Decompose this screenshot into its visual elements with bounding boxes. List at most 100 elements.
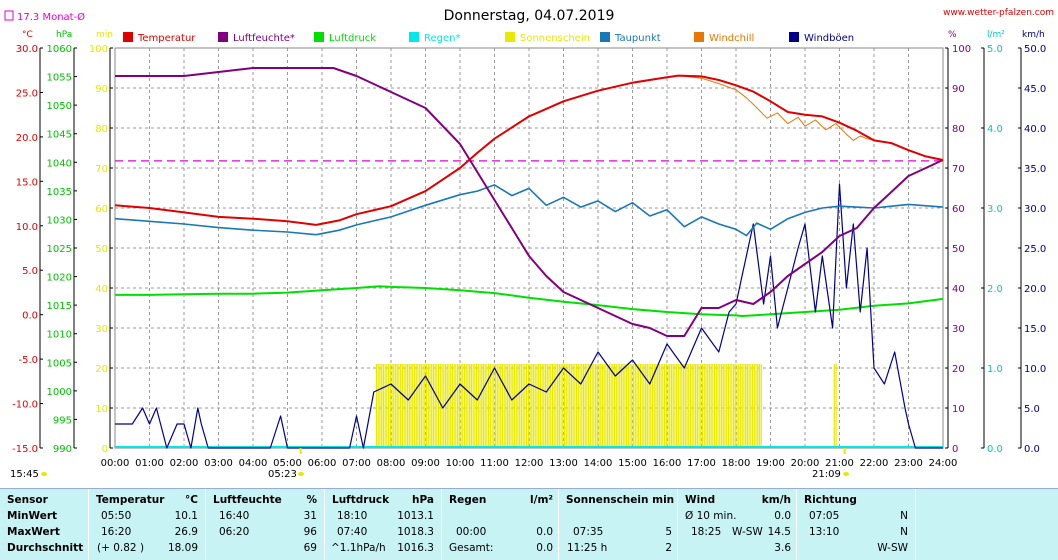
header-wind: Wind — [685, 494, 716, 506]
axis-tick-wind: 25.0 — [1024, 244, 1046, 255]
x-tick-label: 14:00 — [584, 458, 613, 469]
rain-max-time: 00:00 — [456, 526, 487, 538]
row-label-min: MinWert — [7, 510, 58, 522]
pressure-min-value: 1013.1 — [397, 510, 434, 522]
axis-tick-pressure: 1035 — [47, 187, 72, 198]
x-tick-label: 17:00 — [687, 458, 716, 469]
header-direction: Richtung — [804, 494, 857, 506]
x-tick-label: 15:00 — [618, 458, 647, 469]
axis-tick-pressure: 1045 — [47, 130, 72, 141]
legend: Temperatur Luftfeuchte* Luftdruck Regen* Son… — [123, 32, 854, 44]
axis-tick-temp: 30.0 — [16, 44, 38, 55]
time-start-label: 15:45 — [10, 469, 39, 480]
axis-tick-wind: 50.0 — [1024, 44, 1046, 55]
axis-tick-wind: 10.0 — [1024, 364, 1046, 375]
x-tick-label: 04:00 — [239, 458, 268, 469]
temp-avg-value: 18.09 — [167, 542, 198, 554]
x-tick-label: 03:00 — [204, 458, 233, 469]
legend-label: Luftdruck — [329, 33, 376, 44]
series-line-luftdruck — [115, 285, 944, 317]
axis-tick-rain: 1.0 — [987, 364, 1003, 375]
axis-unit-rain: l/m² — [987, 30, 1005, 40]
rain-total-label: Gesamt: — [449, 542, 494, 554]
x-tick-label: 07:00 — [342, 458, 371, 469]
sun-icon — [41, 472, 47, 476]
header-sensor: Sensor — [7, 494, 48, 506]
website-label[interactable]: www.wetter-pfalzen.com — [943, 8, 1054, 18]
x-tick-label: 02:00 — [170, 458, 199, 469]
col-rain: Regen l/m² 00:00 0.0 Gesamt: 0.0 — [441, 489, 559, 560]
axis-tick-sunshine: 80 — [95, 124, 108, 135]
series-line-temperatur — [114, 74, 944, 226]
series-line-luftfeuchte — [115, 67, 944, 337]
col-wind: Wind km/h Ø 10 min. 0.0 18:25 W-SW 14.5 … — [677, 489, 797, 560]
axis-tick-humidity: 20 — [952, 364, 965, 375]
axis-tick-sunshine: 30 — [95, 324, 108, 335]
axis-tick-temp: 15.0 — [16, 177, 38, 188]
series-line-taupunkt — [114, 184, 944, 237]
axis-tick-pressure: 990 — [53, 444, 72, 455]
x-tick-label: 19:00 — [756, 458, 785, 469]
humidity-max-time: 06:20 — [219, 526, 250, 538]
axis-tick-wind: 0.0 — [1024, 444, 1040, 455]
header-pressure: Luftdruck — [332, 494, 390, 506]
rain-total-value: 0.0 — [536, 542, 553, 554]
humidity-min-time: 16:40 — [219, 510, 250, 522]
axis-tick-pressure: 1030 — [47, 215, 72, 226]
legend-swatch — [694, 32, 704, 42]
axis-tick-wind: 45.0 — [1024, 84, 1046, 95]
sunshine-duration: 11:25 h — [567, 542, 608, 554]
wind-avg10-value: 0.0 — [774, 510, 791, 522]
axis-tick-rain: 4.0 — [987, 124, 1003, 135]
axis-tick-pressure: 1010 — [47, 330, 72, 341]
row-label-max: MaxWert — [7, 526, 60, 538]
sunrise-label: 05:23 — [268, 469, 297, 480]
axes: °C -15.0 -10.0 -5.0 0.0 5.0 10.0 15.0 20.0 25.0 30… — [12, 30, 1046, 455]
axis-tick-sunshine: 90 — [95, 84, 108, 95]
axis-tick-rain: 3.0 — [987, 204, 1003, 215]
grid — [114, 47, 944, 449]
axis-tick-temp: 5.0 — [22, 266, 38, 277]
x-tick-label: 13:00 — [549, 458, 578, 469]
axis-unit-humidity: % — [948, 30, 957, 40]
temp-max-value: 26.9 — [174, 526, 198, 538]
axis-tick-sunshine: 70 — [95, 164, 108, 175]
axis-tick-temp: 20.0 — [16, 133, 38, 144]
axis-tick-wind: 5.0 — [1024, 404, 1040, 415]
chart-title: Donnerstag, 04.07.2019 — [444, 8, 615, 24]
wind-avg10-label: Ø 10 min. — [685, 510, 737, 522]
header-sunshine: Sonnenschein min — [566, 494, 675, 506]
x-axis: 00:00 01:00 02:00 03:00 04:00 05:00 06:00 07:00… — [101, 448, 957, 469]
axis-tick-humidity: 80 — [952, 124, 965, 135]
wind-max-direction: W-SW — [732, 526, 763, 538]
axis-tick-pressure: 1005 — [47, 358, 72, 369]
plot-area — [114, 67, 944, 449]
axis-tick-temp: 10.0 — [16, 222, 38, 233]
humidity-max-value: 96 — [303, 526, 317, 538]
axis-tick-humidity: 70 — [952, 164, 965, 175]
axis-tick-sunshine: 50 — [95, 244, 108, 255]
axis-tick-sunshine: 0 — [102, 444, 108, 455]
wind-max-value: 14.5 — [767, 526, 791, 538]
sunshine-max-value: 5 — [665, 526, 672, 538]
axis-tick-wind: 15.0 — [1024, 324, 1046, 335]
axis-tick-wind: 35.0 — [1024, 164, 1046, 175]
legend-swatch — [505, 32, 515, 42]
x-tick-label: 08:00 — [377, 458, 406, 469]
x-tick-label: 11:00 — [480, 458, 509, 469]
direction-min-value: N — [900, 510, 908, 522]
axis-tick-humidity: 100 — [952, 44, 971, 55]
x-tick-label: 01:00 — [135, 458, 164, 469]
x-tick-label: 00:00 — [101, 458, 130, 469]
axis-tick-humidity: 10 — [952, 404, 965, 415]
axis-tick-temp: 25.0 — [16, 88, 38, 99]
rain-max-value: 0.0 — [536, 526, 553, 538]
col-sunshine: Sonnenschein min 07:35 5 11:25 h 2 — [558, 489, 678, 560]
axis-tick-temp: -5.0 — [18, 355, 38, 366]
sunrise-icon — [298, 472, 304, 476]
axis-tick-wind: 20.0 — [1024, 284, 1046, 295]
x-tick-label: 21:00 — [825, 458, 854, 469]
axis-tick-sunshine: 10 — [95, 404, 108, 415]
monthly-average-icon — [4, 10, 14, 21]
axis-tick-pressure: 1050 — [47, 101, 72, 112]
